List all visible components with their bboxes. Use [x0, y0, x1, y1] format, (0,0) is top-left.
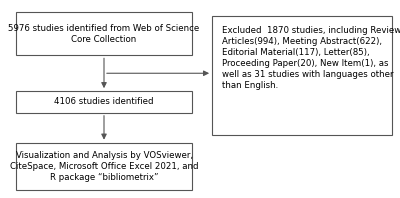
Text: 5976 studies identified from Web of Science
Core Collection: 5976 studies identified from Web of Scie… — [8, 24, 200, 44]
FancyBboxPatch shape — [16, 91, 192, 113]
Text: Excluded  1870 studies, including Review
Articles(994), Meeting Abstract(622),
E: Excluded 1870 studies, including Review … — [222, 26, 400, 90]
Text: Visualization and Analysis by VOSviewer,
CiteSpace, Microsoft Office Excel 2021,: Visualization and Analysis by VOSviewer,… — [10, 151, 198, 182]
FancyBboxPatch shape — [16, 12, 192, 55]
FancyBboxPatch shape — [16, 143, 192, 190]
FancyBboxPatch shape — [212, 16, 392, 135]
Text: 4106 studies identified: 4106 studies identified — [54, 97, 154, 107]
